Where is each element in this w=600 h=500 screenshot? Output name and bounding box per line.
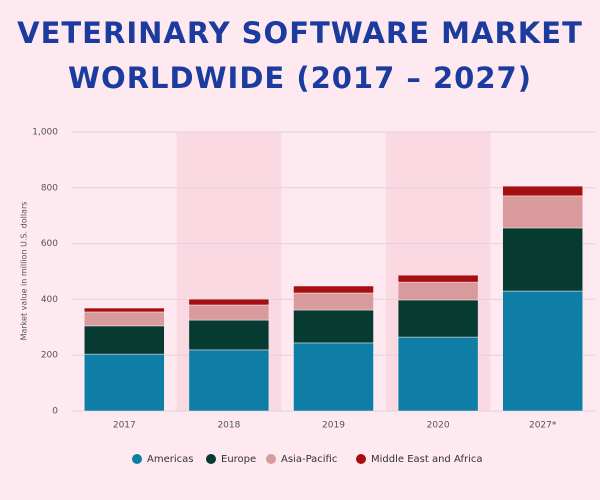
y-tick-label: 400 bbox=[41, 295, 58, 305]
x-tick-label: 2020 bbox=[427, 421, 450, 431]
bar-segment bbox=[293, 285, 374, 294]
y-tick-label: 800 bbox=[41, 183, 58, 193]
y-tick-label: 600 bbox=[41, 239, 58, 249]
legend-label: Middle East and Africa bbox=[371, 454, 482, 465]
bar-segment bbox=[84, 307, 165, 313]
y-tick-label: 1,000 bbox=[32, 128, 58, 138]
bar-segment bbox=[188, 298, 270, 306]
legend-marker bbox=[132, 454, 142, 464]
x-tick-label: 2019 bbox=[322, 421, 345, 431]
bar-segment bbox=[84, 325, 165, 355]
y-tick-label: 200 bbox=[41, 351, 58, 361]
bar-segment bbox=[84, 353, 165, 412]
legend-label: Europe bbox=[221, 454, 256, 465]
bar-segment bbox=[397, 274, 479, 283]
x-tick-label: 2018 bbox=[217, 421, 240, 431]
bar-segment bbox=[397, 281, 479, 301]
bar-segment bbox=[293, 342, 374, 412]
bar-segment bbox=[188, 349, 270, 412]
bar-segment bbox=[502, 185, 583, 197]
y-axis-label: Market value in million U.S. dollars bbox=[20, 202, 29, 341]
legend-label: Americas bbox=[147, 454, 193, 465]
bar-segment bbox=[397, 336, 479, 412]
bar-segment bbox=[188, 319, 270, 351]
bar-segment bbox=[293, 309, 374, 344]
legend-label: Asia-Pacific bbox=[281, 454, 337, 465]
chart-title: VETERINARY SOFTWARE MARKET bbox=[17, 16, 583, 50]
chart-title: WORLDWIDE (2017 – 2027) bbox=[68, 61, 532, 95]
x-tick-label: 2027* bbox=[529, 421, 557, 431]
bar-segment bbox=[293, 292, 374, 311]
bar-segment bbox=[502, 227, 583, 292]
legend-marker bbox=[356, 454, 366, 464]
bar-segment bbox=[84, 311, 165, 327]
legend-marker bbox=[206, 454, 216, 464]
legend-marker bbox=[266, 454, 276, 464]
bar-segment bbox=[397, 299, 479, 338]
bar-segment bbox=[502, 290, 583, 412]
bar-segment bbox=[188, 304, 270, 321]
y-tick-label: 0 bbox=[52, 407, 58, 417]
x-tick-label: 2017 bbox=[113, 421, 136, 431]
bar-segment bbox=[502, 195, 583, 229]
